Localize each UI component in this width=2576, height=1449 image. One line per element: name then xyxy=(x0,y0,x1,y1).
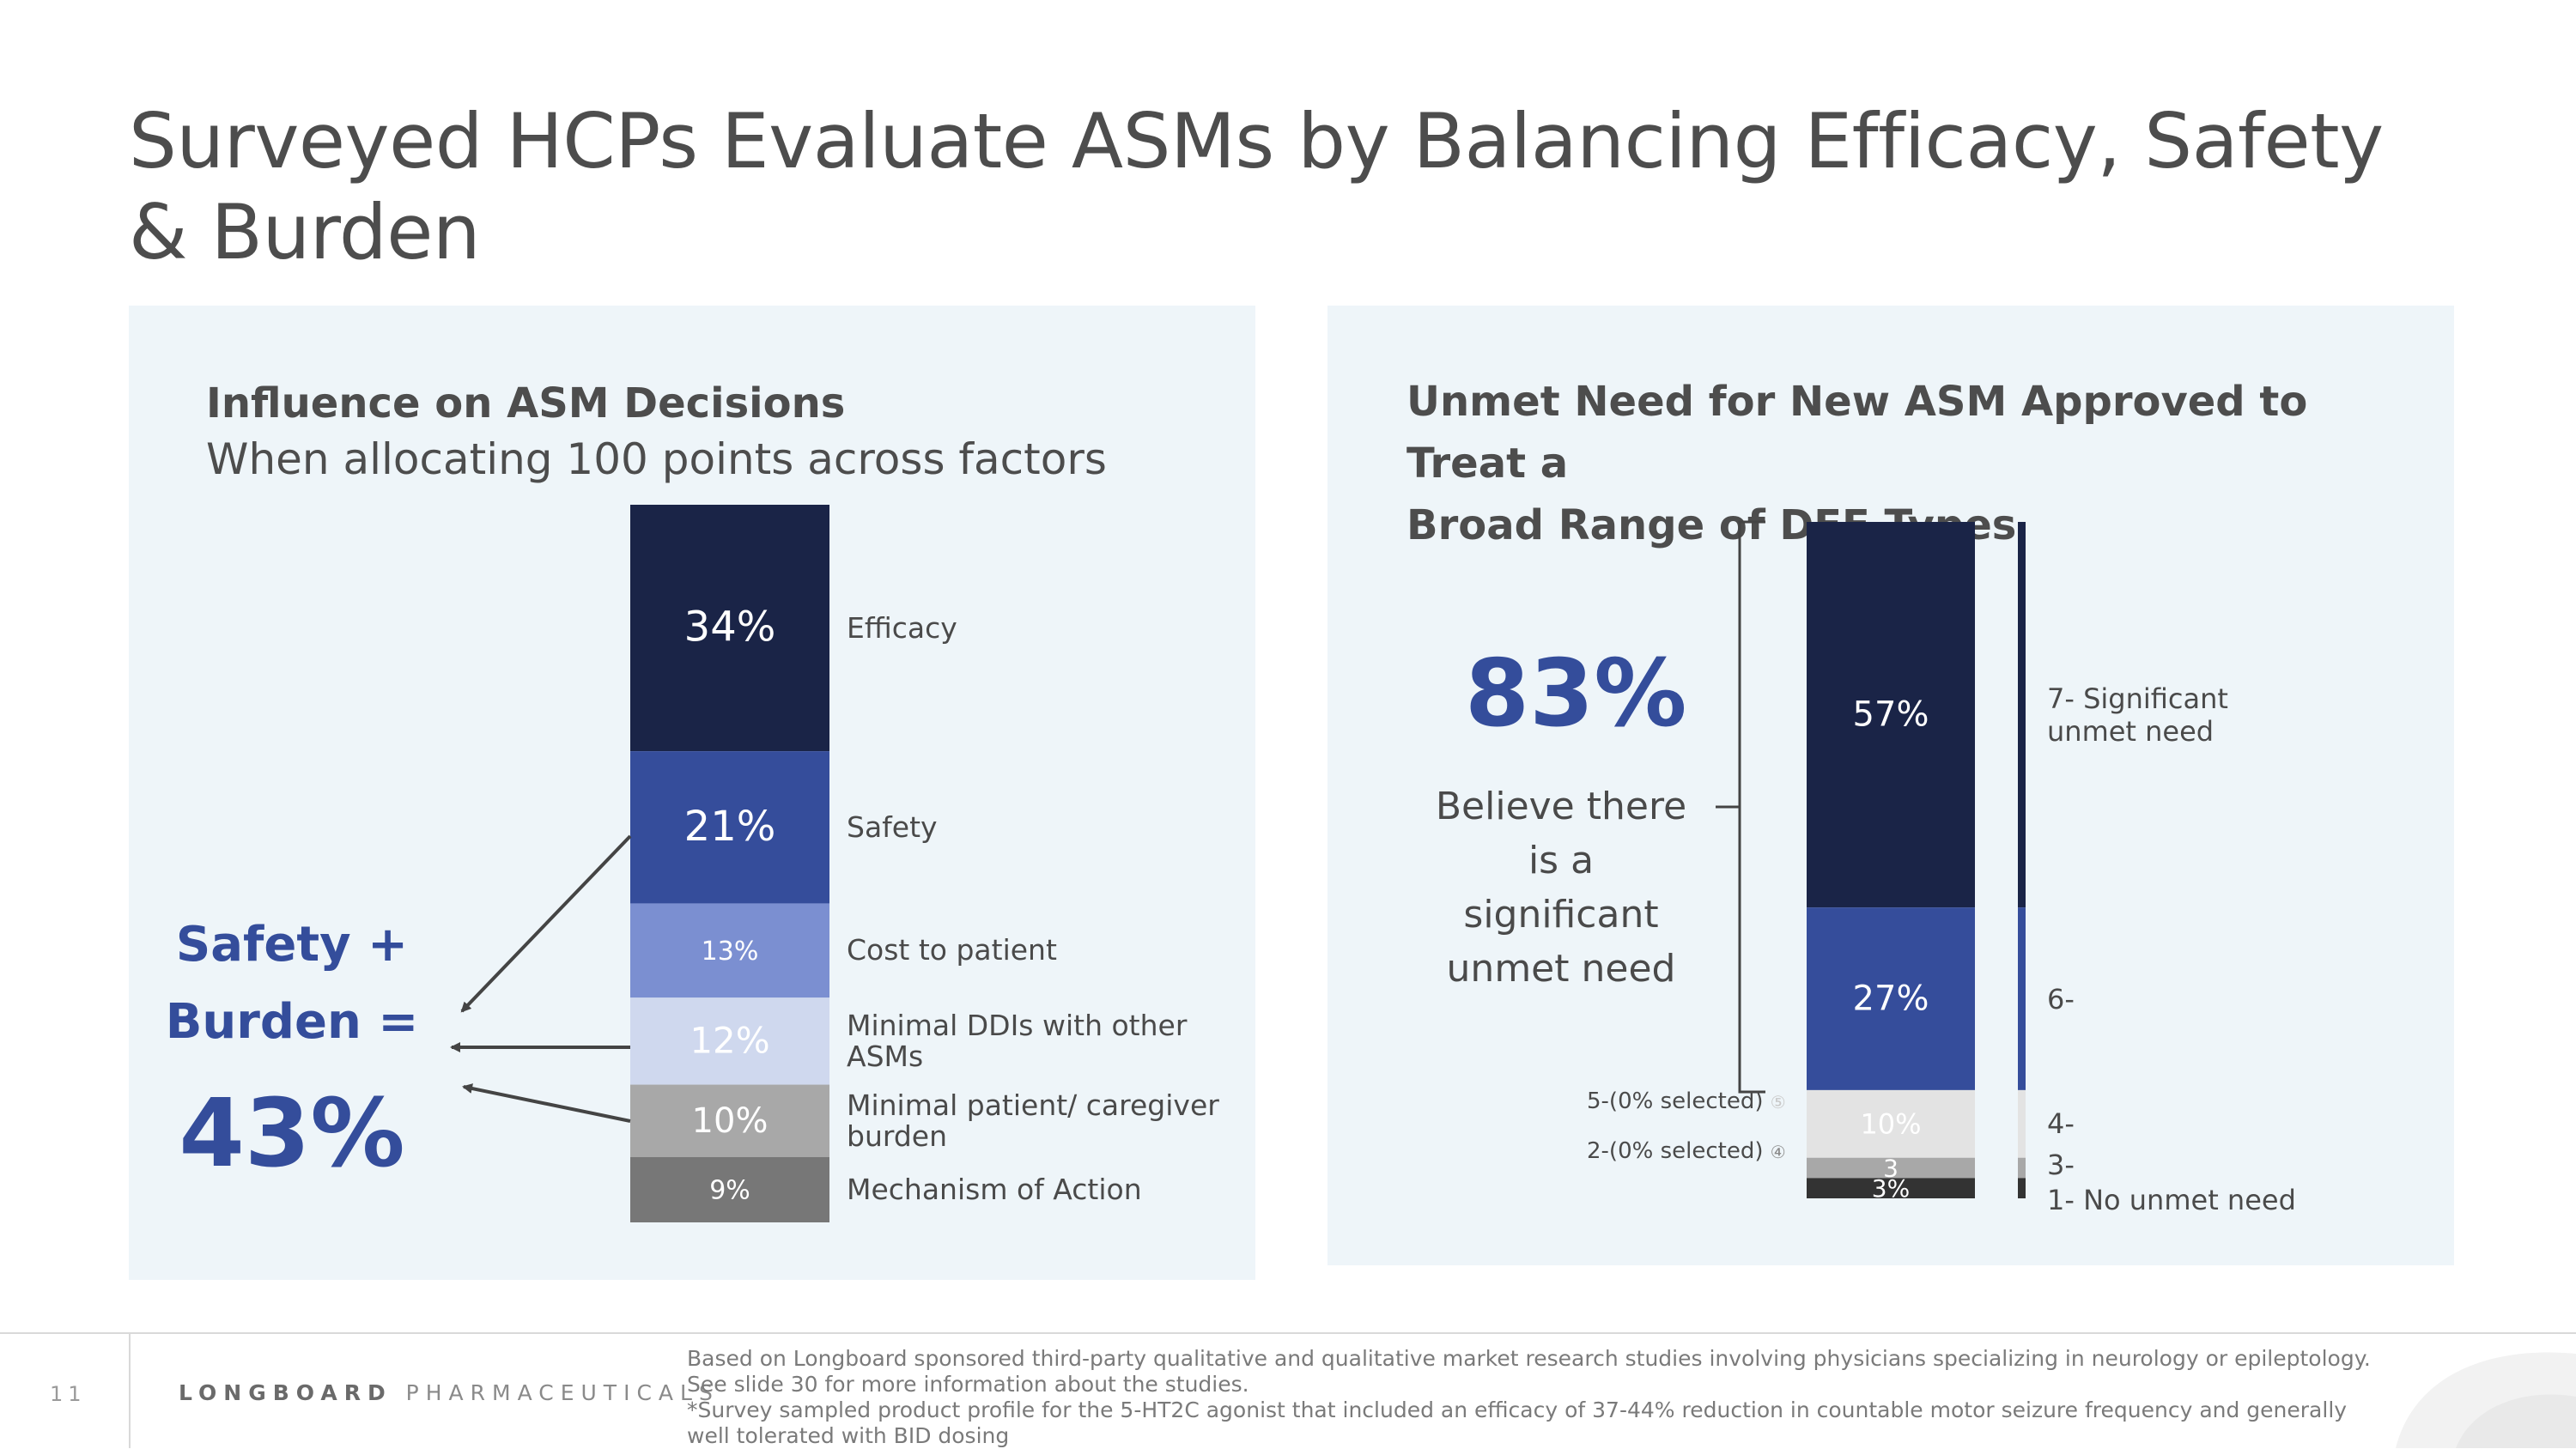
left-panel-heading: Influence on ASM Decisions xyxy=(206,379,846,427)
callout-label: Safety + Burden = xyxy=(163,906,421,1061)
left-panel-subheading: When allocating 100 points across factor… xyxy=(206,434,1107,484)
footer-vertical-divider xyxy=(129,1334,131,1448)
selection-note-5-text: 5-(0% selected) xyxy=(1587,1088,1764,1114)
left-panel: Influence on ASM Decisions When allocati… xyxy=(129,306,1255,1280)
left-bar-label-2: 13% xyxy=(702,937,759,967)
left-bar-segment-2 xyxy=(630,903,829,998)
side-indicator-2 xyxy=(2018,1089,2026,1158)
right-panel: Unmet Need for New ASM Approved to Treat… xyxy=(1327,306,2454,1265)
right-bar-segment-0 xyxy=(1807,522,1975,908)
arrow-from-burden xyxy=(462,1083,631,1123)
left-bar-label-4: 10% xyxy=(692,1101,769,1141)
brand-rest: PHARMACEUTICALS xyxy=(392,1380,720,1405)
slide-title: Surveyed HCPs Evaluate ASMs by Balancing… xyxy=(129,97,2384,276)
right-bar-segment-3 xyxy=(1807,1157,1975,1179)
selection-note-2-text: 2-(0% selected) xyxy=(1587,1138,1764,1164)
right-bar-label-4: 3% xyxy=(1872,1174,1910,1203)
left-bar-label-1: 21% xyxy=(684,803,776,851)
right-bar-segment-2 xyxy=(1807,1089,1975,1158)
brand-logo: LONGBOARD PHARMACEUTICALS xyxy=(179,1380,720,1405)
legend-label-1: 1- No unmet need xyxy=(2047,1184,2296,1217)
side-indicator-1 xyxy=(2018,907,2026,1090)
influence-stacked-bar-chart: 34% 21% 13% 12% 10% 9% xyxy=(450,505,829,1222)
selection-note-5: 5-(0% selected) ⑤ xyxy=(1587,1088,1786,1114)
big-percentage: 83% xyxy=(1465,640,1687,748)
brand-bold: LONGBOARD xyxy=(179,1380,392,1405)
footnote: Based on Longboard sponsored third-party… xyxy=(687,1346,2387,1449)
left-bar-label-3: 12% xyxy=(690,1019,769,1061)
callout-line1: Safety + xyxy=(175,917,409,973)
left-bar-label-5: 9% xyxy=(709,1176,750,1206)
legend-label-6: 6- xyxy=(2047,982,2075,1016)
left-bar-label-0: 34% xyxy=(684,603,776,652)
right-bar-label-2: 10% xyxy=(1860,1107,1921,1140)
side-indicator-4 xyxy=(2018,1178,2026,1198)
right-heading-line1: Unmet Need for New ASM Approved to Treat… xyxy=(1406,378,2308,488)
selection-note-2: 2-(0% selected) ④ xyxy=(1587,1138,1786,1164)
right-bar-segment-4 xyxy=(1807,1178,1975,1198)
side-indicator-0 xyxy=(2018,522,2026,908)
category-label-safety: Safety xyxy=(847,809,938,844)
unmet-need-stacked-bar-chart: 57% 27% 10% 33% xyxy=(1716,520,2026,1203)
page-number: 11 xyxy=(50,1382,87,1406)
bracket xyxy=(1738,520,1765,1094)
selection-marker-5-icon: ⑤ xyxy=(1770,1092,1786,1113)
category-label-burden: Minimal patient/ caregiver burden xyxy=(847,1088,1219,1153)
callout-line2: Burden = xyxy=(165,994,419,1050)
footnote-line3: *Survey sampled product profile for the … xyxy=(687,1397,2348,1448)
left-bar-segment-0 xyxy=(630,505,829,752)
arrow-from-safety xyxy=(460,834,632,1013)
footer-divider xyxy=(0,1332,2576,1334)
selection-marker-2-icon: ④ xyxy=(1770,1142,1786,1162)
left-bar-segment-3 xyxy=(630,997,829,1085)
legend-label-3: 3- xyxy=(2047,1148,2075,1181)
category-label-ddis: Minimal DDIs with other ASMs xyxy=(847,1008,1188,1073)
right-bar-label-0: 57% xyxy=(1853,695,1929,735)
right-bar-segment-1 xyxy=(1807,907,1975,1090)
side-indicator-3 xyxy=(2018,1157,2026,1179)
believe-text: Believe there is a significant unmet nee… xyxy=(1435,785,1687,991)
footnote-line2: See slide 30 for more information about … xyxy=(687,1372,1249,1397)
category-label-efficacy: Efficacy xyxy=(847,610,957,645)
decorative-wave-icon xyxy=(2396,1352,2576,1448)
left-bar-segment-5 xyxy=(630,1157,829,1222)
right-bar-label-1: 27% xyxy=(1853,979,1929,1019)
legend-label-4: 4- xyxy=(2047,1107,2075,1141)
right-bar-label-3: 3 xyxy=(1883,1155,1899,1183)
legend-label-7: 7- Significant unmet need xyxy=(2047,682,2228,748)
callout-value: 43% xyxy=(179,1078,405,1188)
category-label-moa: Mechanism of Action xyxy=(847,1173,1142,1206)
left-bar-segment-1 xyxy=(630,751,829,904)
category-label-cost: Cost to patient xyxy=(847,933,1057,967)
left-bar-segment-4 xyxy=(630,1084,829,1157)
footnote-line1: Based on Longboard sponsored third-party… xyxy=(687,1346,2371,1371)
